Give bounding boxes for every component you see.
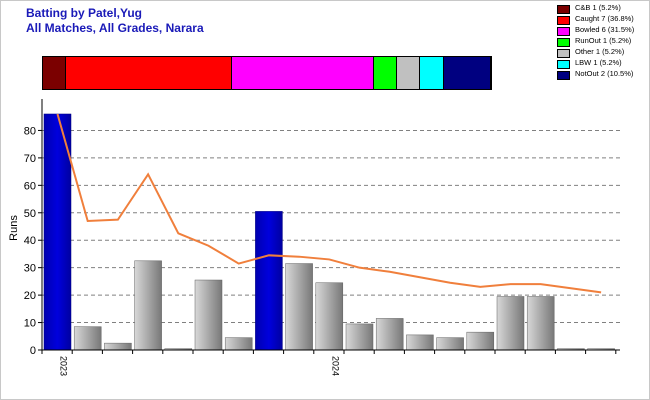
legend-label: Other 1 (5.2%) [575,47,625,56]
legend-swatch [557,38,570,47]
bar-out [285,263,313,351]
legend-label: Caught 7 (36.8%) [575,14,634,23]
bar-out [315,282,344,351]
x-tick-label: 2023 [59,356,69,376]
bar-out [436,337,464,351]
legend-swatch [557,27,570,36]
legend-swatch [557,16,570,25]
legend-swatch [557,49,570,58]
bar-not-out [255,211,283,351]
legend-label: NotOut 2 (10.5%) [575,69,634,78]
y-tick-label: 10 [24,318,36,330]
bar-out [345,323,374,351]
chart-title: Batting by Patel,Yug [26,6,143,20]
legend-label: Bowled 6 (31.5%) [575,25,635,34]
dismissal-segment [420,57,444,89]
y-tick-label: 20 [24,290,36,302]
dismissal-segment [373,57,397,89]
y-tick-label: 60 [24,180,36,192]
dismissal-breakdown-bar [42,56,492,90]
y-tick-label: 40 [24,235,36,247]
bar-out [104,342,132,351]
bar-out [194,279,223,351]
y-axis-title: Runs [8,215,20,241]
dismissal-segment [443,57,491,89]
bar-out [73,326,102,351]
bar-out [466,331,495,351]
chart-subtitle: All Matches, All Grades, Narara [26,21,204,35]
bar-out [134,260,162,351]
y-tick-label: 30 [24,263,36,275]
y-tick-label: 0 [30,345,36,357]
legend-label: C&B 1 (5.2%) [575,3,621,12]
bar-out [496,296,525,351]
average-line [56,113,602,294]
dismissal-segment [66,57,232,89]
legend-label: RunOut 1 (5.2%) [575,36,632,45]
dismissal-segment [231,57,374,89]
bar-out [375,318,404,351]
bar-out [406,334,434,351]
y-tick-label: 50 [24,208,36,220]
dismissal-segment [396,57,421,89]
bar-out [224,337,253,351]
y-tick-label: 70 [24,153,36,165]
legend-swatch [557,71,570,80]
dismissal-segment [43,57,67,89]
legend-swatch [557,60,570,69]
x-tick-label: 2024 [330,356,340,376]
legend-swatch [557,5,570,14]
bar-out [526,296,555,351]
y-tick-label: 80 [24,125,36,137]
legend-label: LBW 1 (5.2%) [575,58,622,67]
